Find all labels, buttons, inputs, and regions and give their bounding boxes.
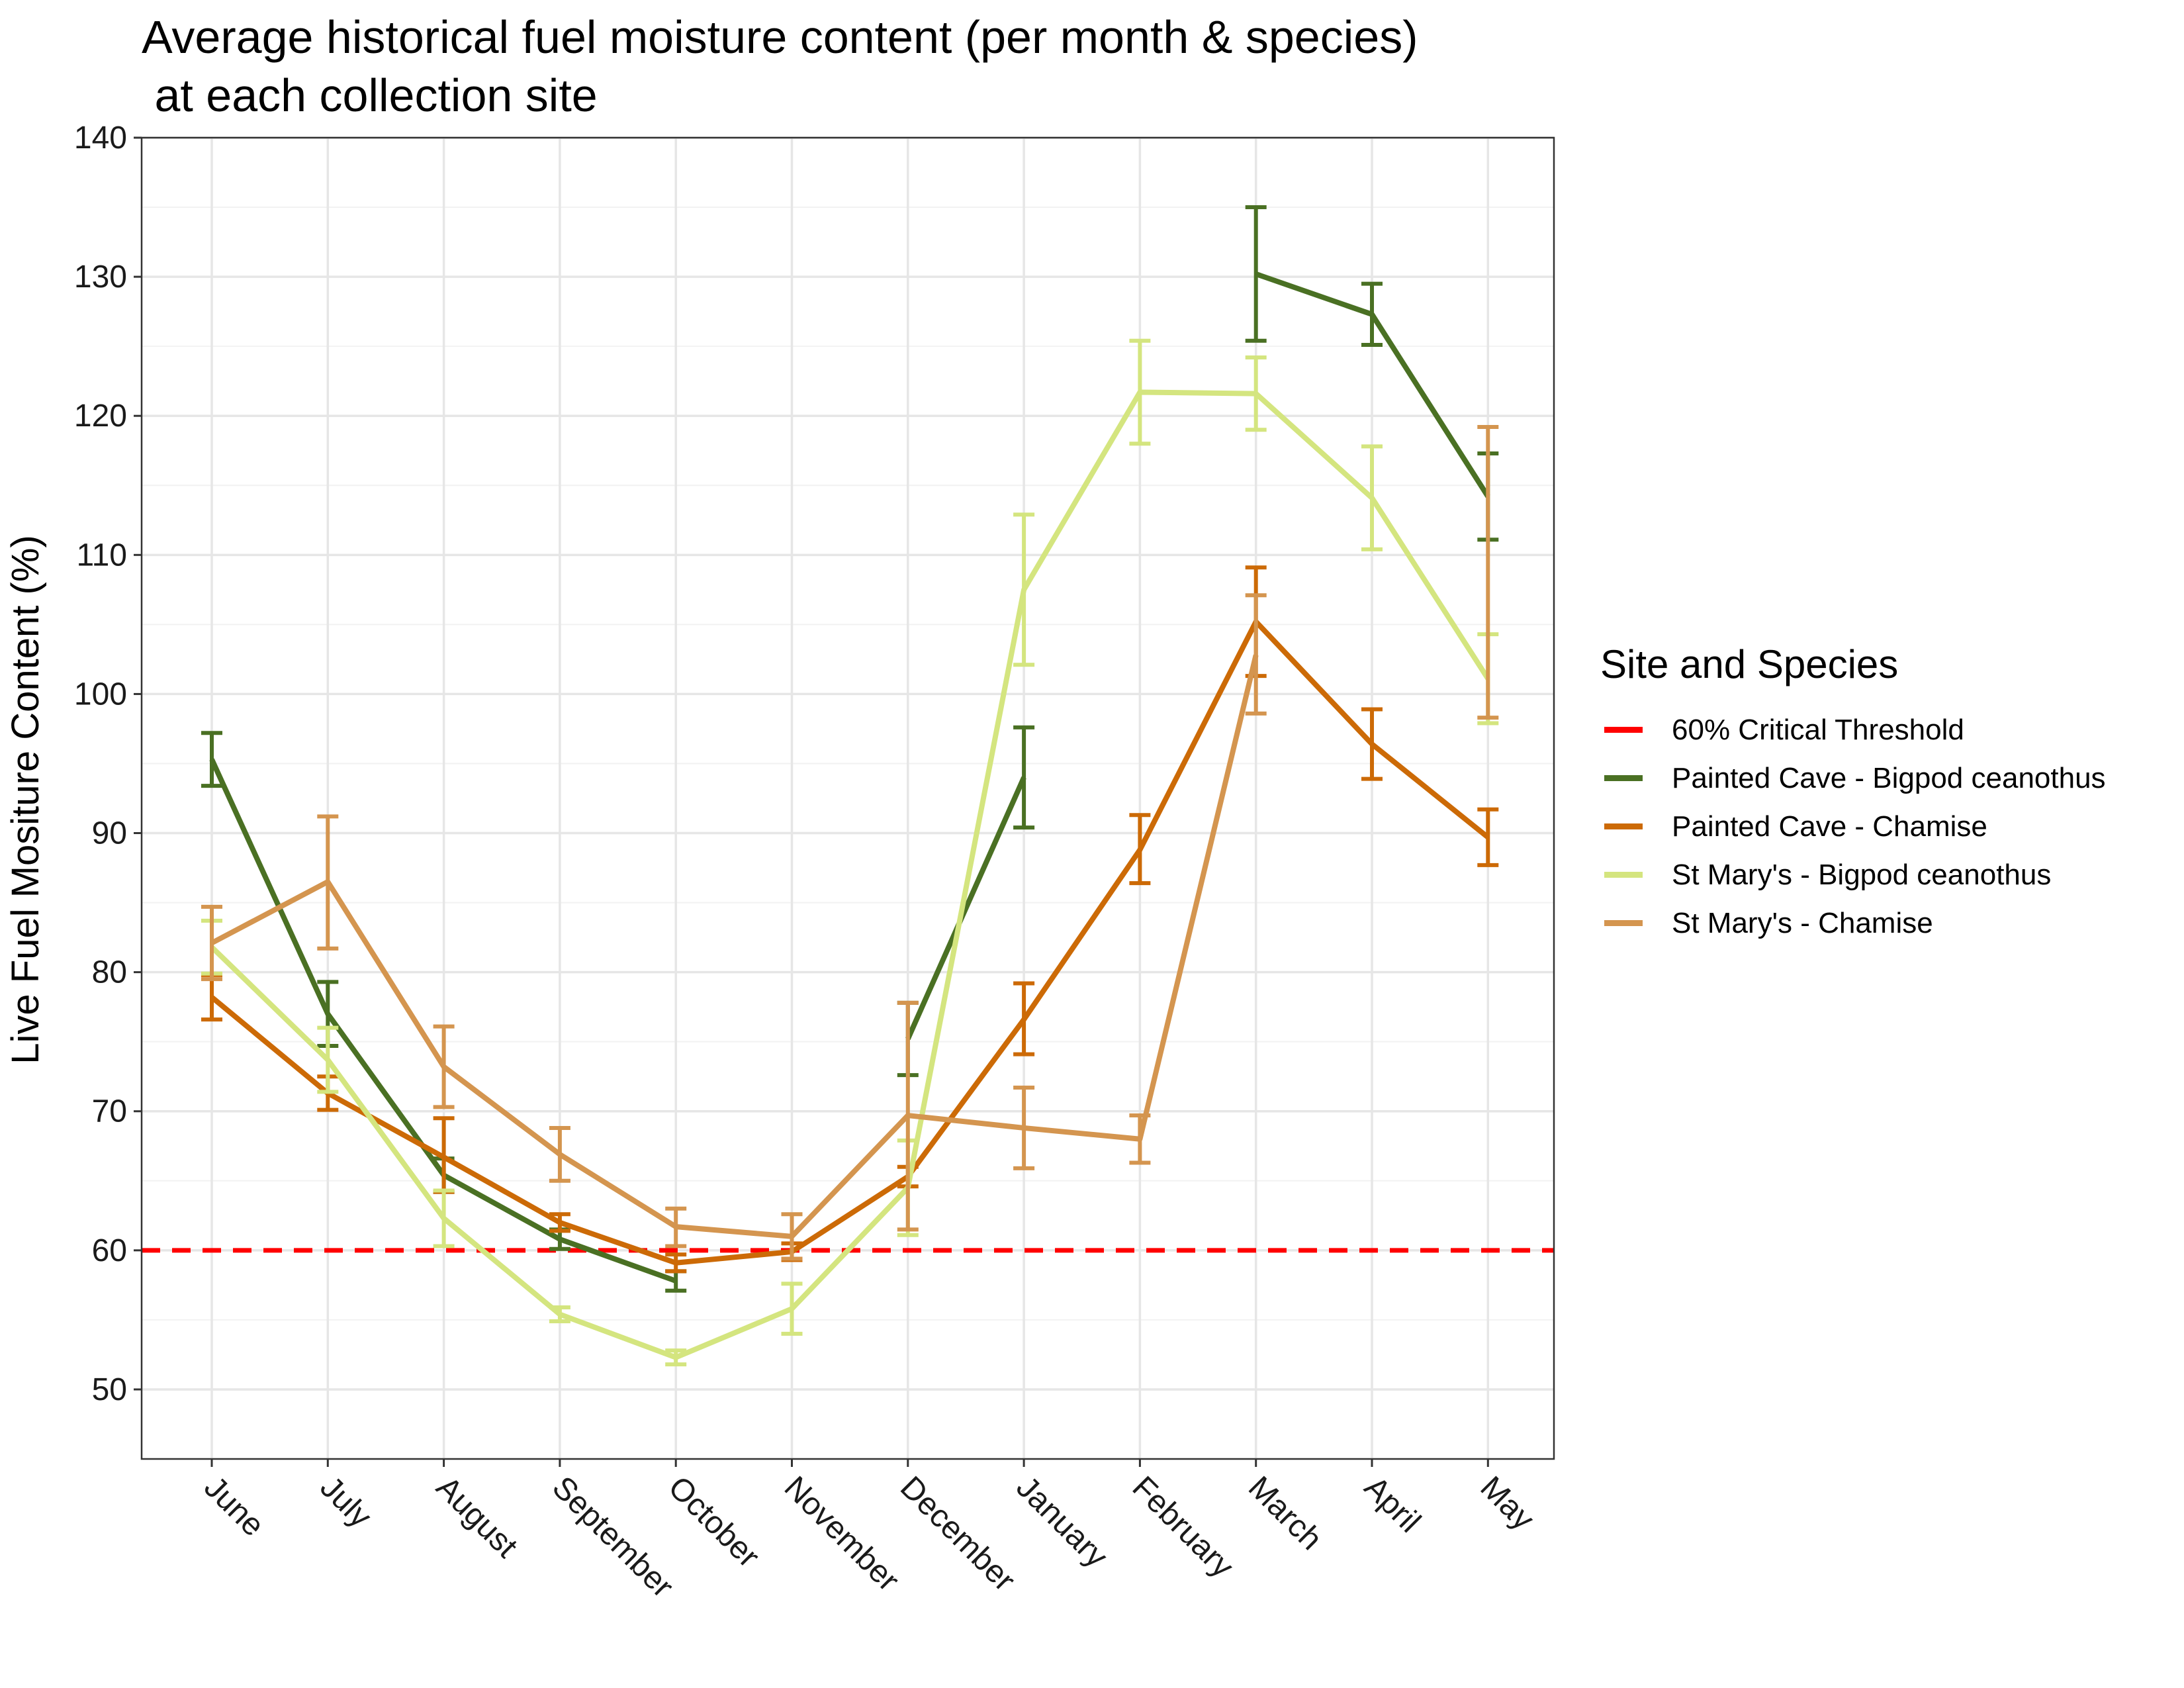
x-tick-label: October [661, 1470, 766, 1574]
plot-panel-border [140, 136, 1555, 1460]
error-bar [1013, 512, 1035, 667]
error-bar [781, 1282, 803, 1336]
error-bar [1013, 981, 1035, 1056]
error-bar [897, 1000, 919, 1232]
y-tick-label: 50 [92, 1372, 127, 1407]
error-bar [317, 1025, 339, 1094]
y-tick-label: 80 [92, 955, 127, 990]
error-bar [665, 1206, 687, 1248]
x-tick-label: September [545, 1470, 680, 1605]
chart-title: Average historical fuel moisture content… [142, 11, 1418, 121]
error-bar [1013, 725, 1035, 830]
legend-label: Painted Cave - Chamise [1672, 810, 1987, 843]
legend-item: St Mary's - Bigpod ceanothus [1600, 851, 2106, 899]
legend-item: Painted Cave - Bigpod ceanothus [1600, 754, 2106, 802]
x-tick-label: May [1474, 1470, 1541, 1537]
legend: Site and Species 60% Critical Threshold P… [1600, 641, 2106, 947]
error-bar [1245, 593, 1267, 716]
x-tick-label: February [1126, 1470, 1240, 1584]
grid-lines [142, 136, 1554, 1460]
error-bar [201, 972, 222, 1022]
error-bar [433, 1024, 455, 1109]
error-bar [1013, 1086, 1035, 1170]
error-bar [1129, 338, 1151, 446]
error-bar [433, 1188, 455, 1248]
legend-label: 60% Critical Threshold [1672, 713, 1964, 746]
error-bar [1477, 807, 1499, 867]
error-bar [549, 1212, 570, 1233]
legend-key [1604, 775, 1643, 781]
error-bar [1361, 707, 1383, 781]
error-bar [201, 904, 222, 982]
legend-key [1604, 872, 1643, 878]
y-tick-label: 130 [74, 259, 127, 295]
error-bar [1361, 281, 1383, 348]
y-tick-label: 90 [92, 816, 127, 851]
x-tick-label: June [197, 1470, 271, 1543]
legend-title: Site and Species [1600, 642, 1899, 686]
legend-key [1604, 823, 1643, 829]
error-bar [1245, 355, 1267, 432]
legend-item: St Mary's - Chamise [1600, 899, 2106, 947]
x-tick-label: November [778, 1470, 906, 1598]
error-bar [317, 814, 339, 951]
error-bar [781, 1212, 803, 1261]
x-tick-label: April [1357, 1470, 1427, 1539]
series-line [905, 776, 1026, 1041]
error-bar [1129, 1113, 1151, 1165]
y-tick-label: 100 [74, 677, 127, 712]
error-bar [1245, 205, 1267, 343]
series-line [210, 389, 1490, 1360]
axis-layer: 50 60 70 80 90 100 110 120 130 140 June July August S… [74, 120, 1541, 1605]
error-bar [1361, 444, 1383, 551]
error-bar [1129, 813, 1151, 886]
y-tick-label: 140 [74, 120, 127, 156]
x-tick-label: July [314, 1470, 379, 1534]
y-tick-label: 110 [76, 538, 127, 573]
y-tick-label: 120 [74, 399, 127, 434]
series-st-mary-s-bigpod-ceanothus [201, 338, 1499, 1367]
legend-item: 60% Critical Threshold [1600, 706, 2106, 754]
error-bar [549, 1305, 570, 1323]
x-tick-label: January [1009, 1470, 1114, 1574]
series-painted-cave-chamise [201, 565, 1499, 1274]
x-tick-label: December [893, 1470, 1022, 1598]
error-bar [1477, 425, 1499, 720]
x-tick-label: March [1242, 1470, 1329, 1557]
legend-key [1604, 727, 1643, 733]
series-layer [201, 205, 1499, 1367]
error-bar [665, 1348, 687, 1367]
error-bar [665, 1252, 687, 1274]
error-bar [549, 1125, 570, 1183]
series-line [210, 619, 1490, 1266]
x-tick-label: August [430, 1470, 524, 1564]
legend-items: 60% Critical Threshold Painted Cave - Big… [1600, 706, 2106, 947]
y-axis-title: Live Fuel Mositure Content (%) [4, 535, 47, 1064]
series-line [210, 654, 1259, 1239]
legend-label: St Mary's - Chamise [1672, 906, 1933, 939]
error-bar [201, 731, 222, 788]
legend-label: Painted Cave - Bigpod ceanothus [1672, 761, 2106, 794]
legend-key [1604, 920, 1643, 926]
y-tick-label: 60 [92, 1233, 127, 1268]
series-st-mary-s-chamise [201, 425, 1499, 1261]
legend-label: St Mary's - Bigpod ceanothus [1672, 858, 2052, 891]
y-tick-label: 70 [92, 1094, 127, 1129]
legend-item: Painted Cave - Chamise [1600, 802, 2106, 851]
